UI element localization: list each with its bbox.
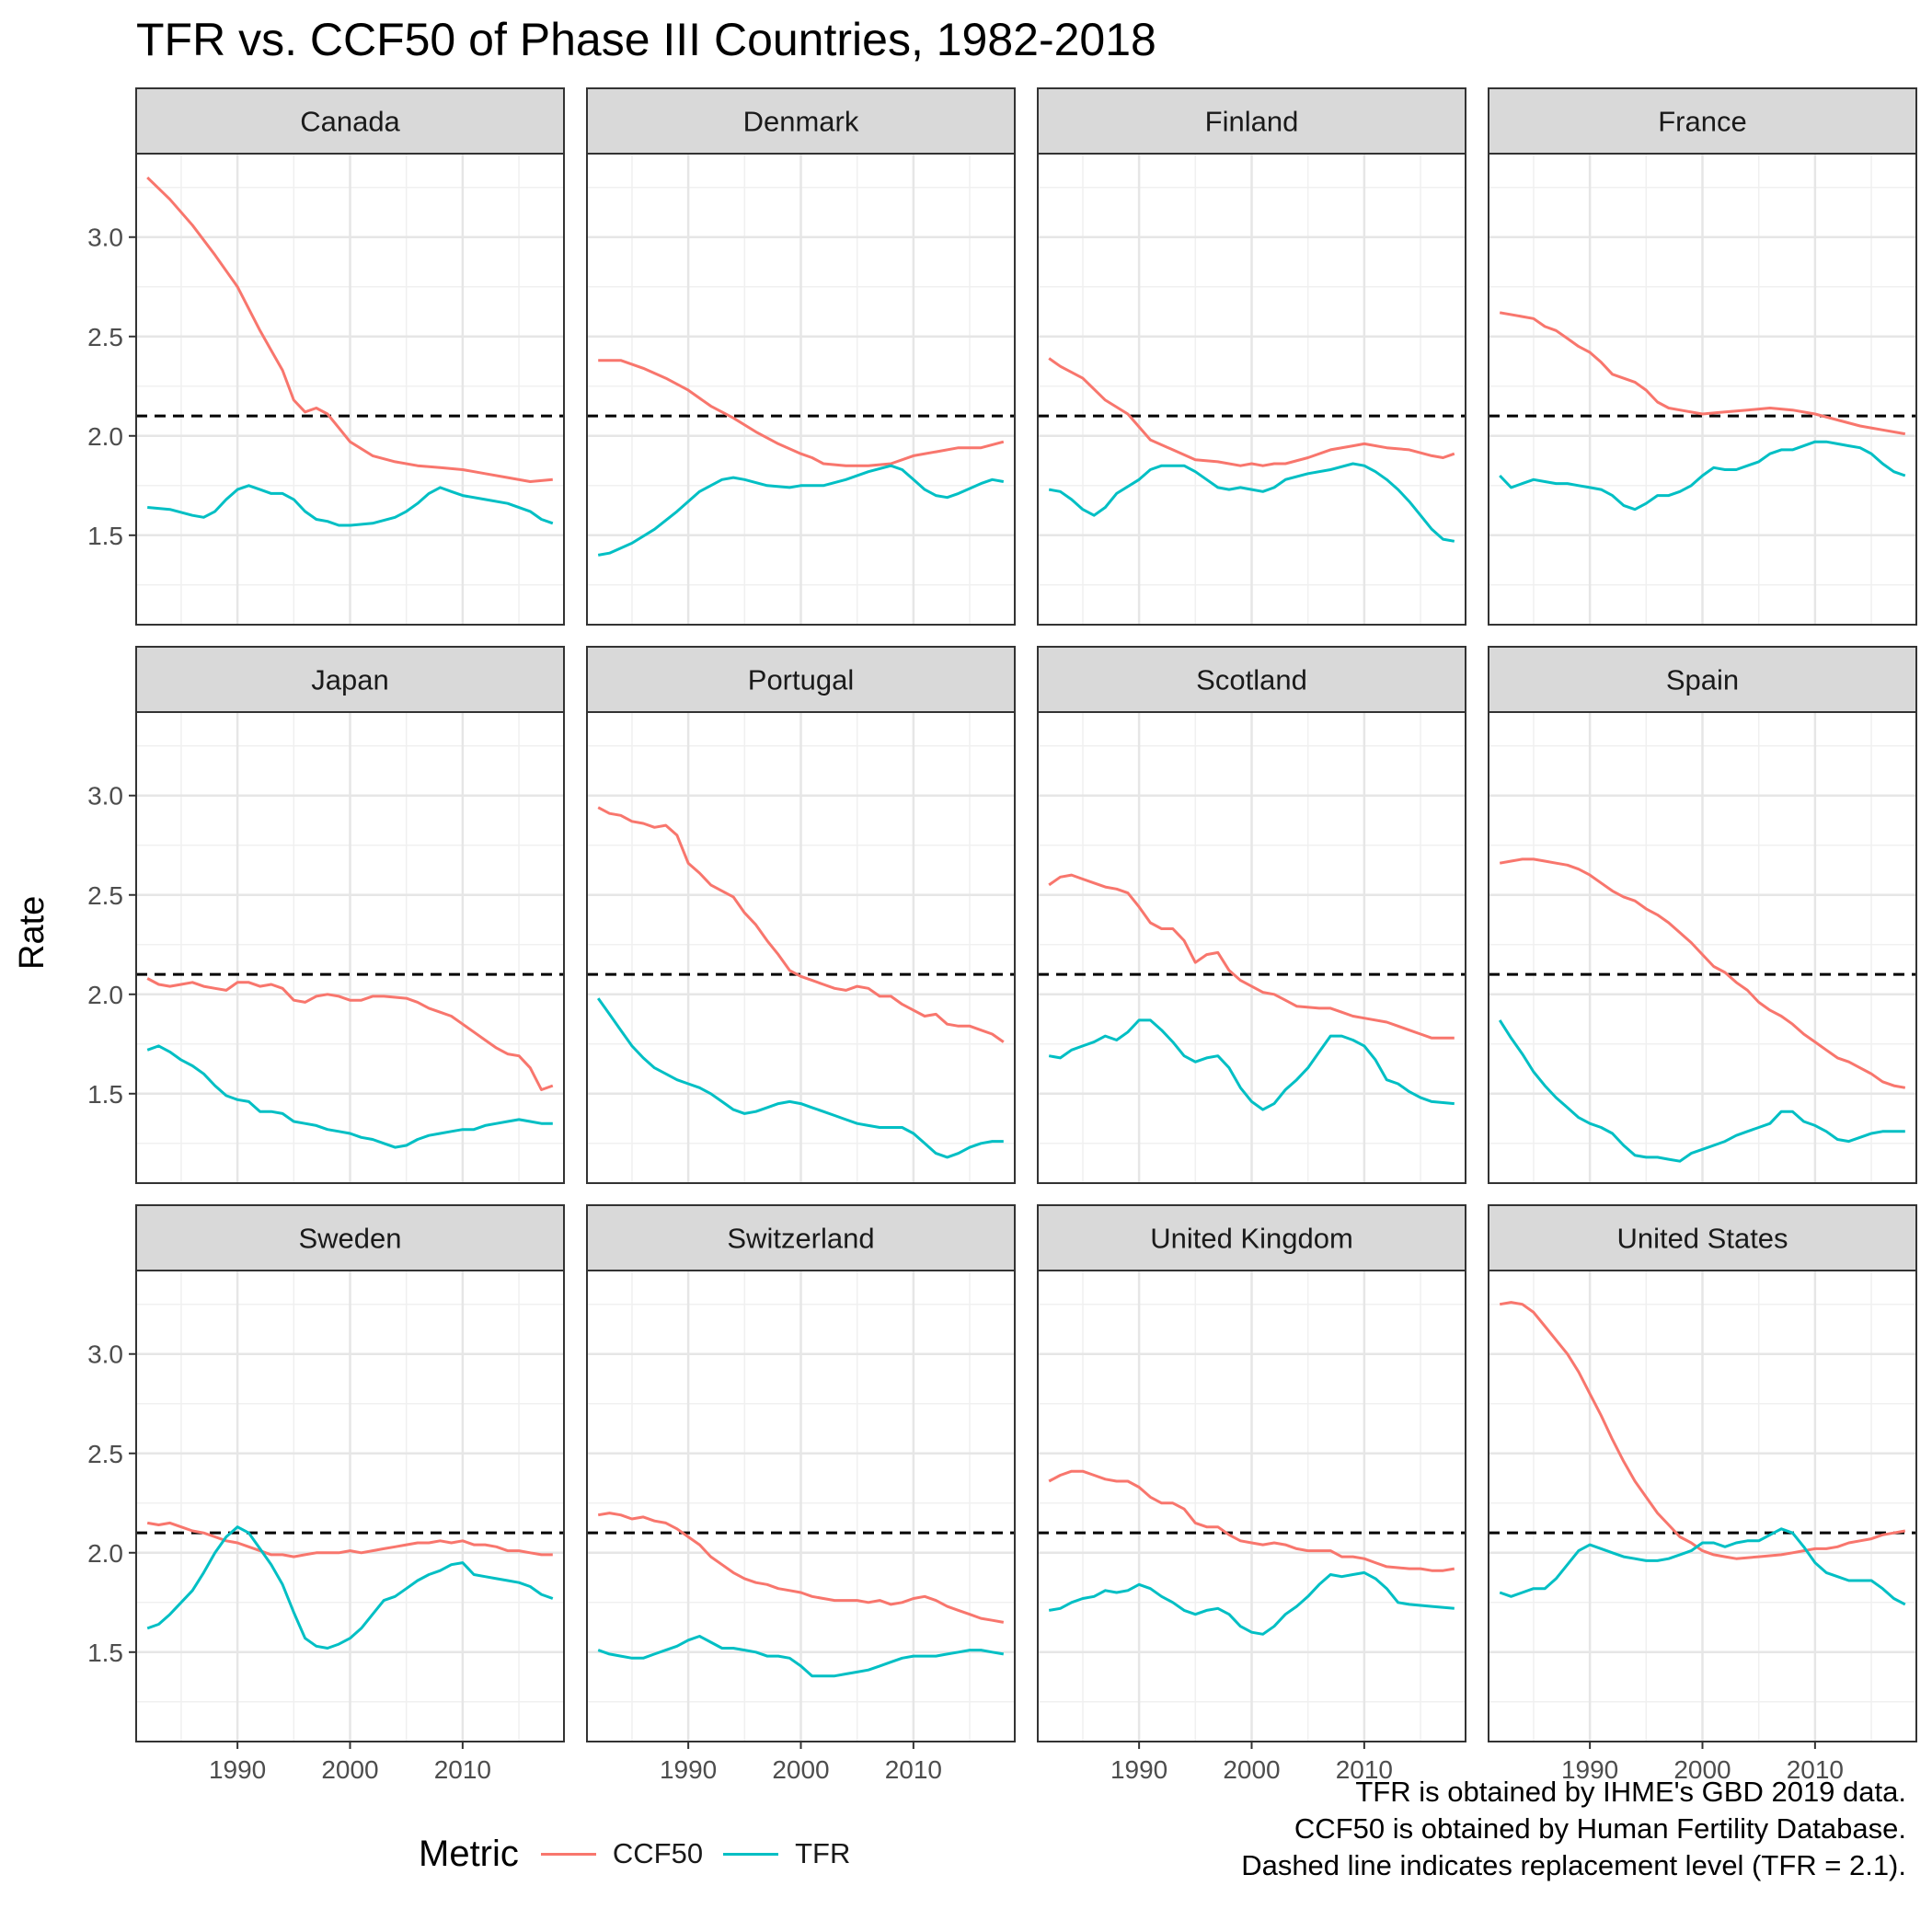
x-tick-label: 2010 <box>885 1755 942 1784</box>
legend-item-tfr: TFR <box>723 1837 850 1870</box>
series-line-tfr <box>146 1525 554 1650</box>
facet-strip <box>1037 1204 1466 1271</box>
facet-strip-label: Denmark <box>743 106 859 138</box>
legend-label-ccf50: CCF50 <box>612 1837 704 1869</box>
x-tick-label: 2010 <box>434 1755 491 1784</box>
caption-line: CCF50 is obtained by Human Fertility Dat… <box>1294 1812 1906 1845</box>
facet-strip <box>586 87 1016 155</box>
facet-strip <box>586 646 1016 713</box>
series-line-tfr <box>146 1044 553 1149</box>
facet-strip-label: France <box>1658 106 1746 138</box>
panel-border <box>586 153 1016 626</box>
facet-strip <box>1488 1204 1917 1271</box>
x-tick-label: 2000 <box>1223 1755 1280 1784</box>
facet-strip <box>135 87 565 155</box>
series-line-ccf50 <box>1048 873 1455 1040</box>
series-line-ccf50 <box>146 176 553 483</box>
panel-border <box>1037 711 1466 1184</box>
series-line-ccf50 <box>597 806 1005 1043</box>
caption: TFR is obtained by IHME's GBD 2019 data.… <box>1241 1774 1906 1884</box>
legend-key-tfr <box>723 1852 779 1856</box>
series-line-ccf50 <box>1048 357 1455 467</box>
series-line-tfr <box>1499 440 1906 512</box>
facet-strip-label: Japan <box>311 664 388 696</box>
y-tick-label: 3.0 <box>87 782 123 811</box>
legend-item-ccf50: CCF50 <box>540 1837 704 1870</box>
legend: Metric CCF50 TFR <box>419 1826 870 1881</box>
series-line-tfr <box>597 1635 1005 1678</box>
panel-border <box>135 153 565 626</box>
y-tick-label: 2.0 <box>87 981 123 1009</box>
facet-strip <box>586 1204 1016 1271</box>
x-tick-label: 1990 <box>1110 1755 1167 1784</box>
chart-title: TFR vs. CCF50 of Phase III Countries, 19… <box>136 14 1156 65</box>
series-line-tfr <box>147 484 554 527</box>
facet-strip <box>1488 646 1917 713</box>
series-line-ccf50 <box>146 977 554 1091</box>
x-tick-label: 2000 <box>321 1755 378 1784</box>
series-line-ccf50 <box>1499 311 1906 436</box>
series-line-tfr <box>596 997 1004 1159</box>
series-line-ccf50 <box>1048 1469 1455 1572</box>
caption-line: Dashed line indicates replacement level … <box>1241 1849 1906 1881</box>
y-tick-label: 2.0 <box>87 422 123 451</box>
caption-line: TFR is obtained by IHME's GBD 2019 data. <box>1355 1776 1906 1808</box>
facet-strip-label: Sweden <box>298 1223 401 1255</box>
legend-title: Metric <box>419 1833 519 1874</box>
series-line-tfr <box>1048 1570 1455 1636</box>
facet-strip-label: United Kingdom <box>1150 1223 1353 1255</box>
series-line-ccf50 <box>1499 857 1906 1089</box>
panel-border <box>1037 153 1466 626</box>
legend-label-tfr: TFR <box>795 1837 851 1869</box>
x-tick-label: 1990 <box>660 1755 717 1784</box>
facet-strip <box>1037 646 1466 713</box>
facet-strip-label: Canada <box>300 106 400 138</box>
y-tick-label: 2.5 <box>87 323 123 351</box>
y-tick-label: 3.0 <box>87 1340 123 1369</box>
y-tick-label: 1.5 <box>87 1080 123 1109</box>
series-line-ccf50 <box>597 1512 1005 1624</box>
panel-border <box>586 711 1016 1184</box>
facet-strip-label: Finland <box>1205 106 1299 138</box>
series-line-tfr <box>1048 462 1455 543</box>
series-line-ccf50 <box>1499 1301 1906 1560</box>
facet-strip <box>135 1204 565 1271</box>
y-tick-label: 2.0 <box>87 1539 123 1568</box>
panel-border <box>135 711 565 1184</box>
facet-strip <box>1037 87 1466 155</box>
y-tick-label: 1.5 <box>87 1639 123 1667</box>
panel-border <box>1488 711 1917 1184</box>
series-line-tfr <box>1499 1527 1906 1606</box>
y-tick-label: 3.0 <box>87 224 123 252</box>
facet-strip-label: Scotland <box>1196 664 1307 696</box>
facet-strip-label: Portugal <box>748 664 854 696</box>
series-line-ccf50 <box>598 359 1005 467</box>
facet-strip-label: Spain <box>1666 664 1739 696</box>
facet-strip <box>1488 87 1917 155</box>
x-tick-label: 1990 <box>209 1755 266 1784</box>
x-tick-label: 1990 <box>1561 1755 1618 1784</box>
x-tick-label: 2010 <box>1787 1755 1844 1784</box>
x-tick-label: 2000 <box>1673 1755 1731 1784</box>
facet-strip-label: Switzerland <box>727 1223 874 1255</box>
series-line-ccf50 <box>146 1521 553 1558</box>
y-tick-label: 2.5 <box>87 881 123 910</box>
facet-strip-label: United States <box>1616 1223 1788 1255</box>
legend-key-ccf50 <box>540 1852 596 1856</box>
panel-border <box>1488 153 1917 626</box>
series-line-tfr <box>1498 1019 1905 1163</box>
y-tick-label: 1.5 <box>87 522 123 550</box>
y-tick-label: 2.5 <box>87 1440 123 1468</box>
x-tick-label: 2000 <box>772 1755 829 1784</box>
series-line-tfr <box>597 464 1005 557</box>
x-tick-label: 2010 <box>1336 1755 1393 1784</box>
series-line-tfr <box>1048 1018 1455 1111</box>
